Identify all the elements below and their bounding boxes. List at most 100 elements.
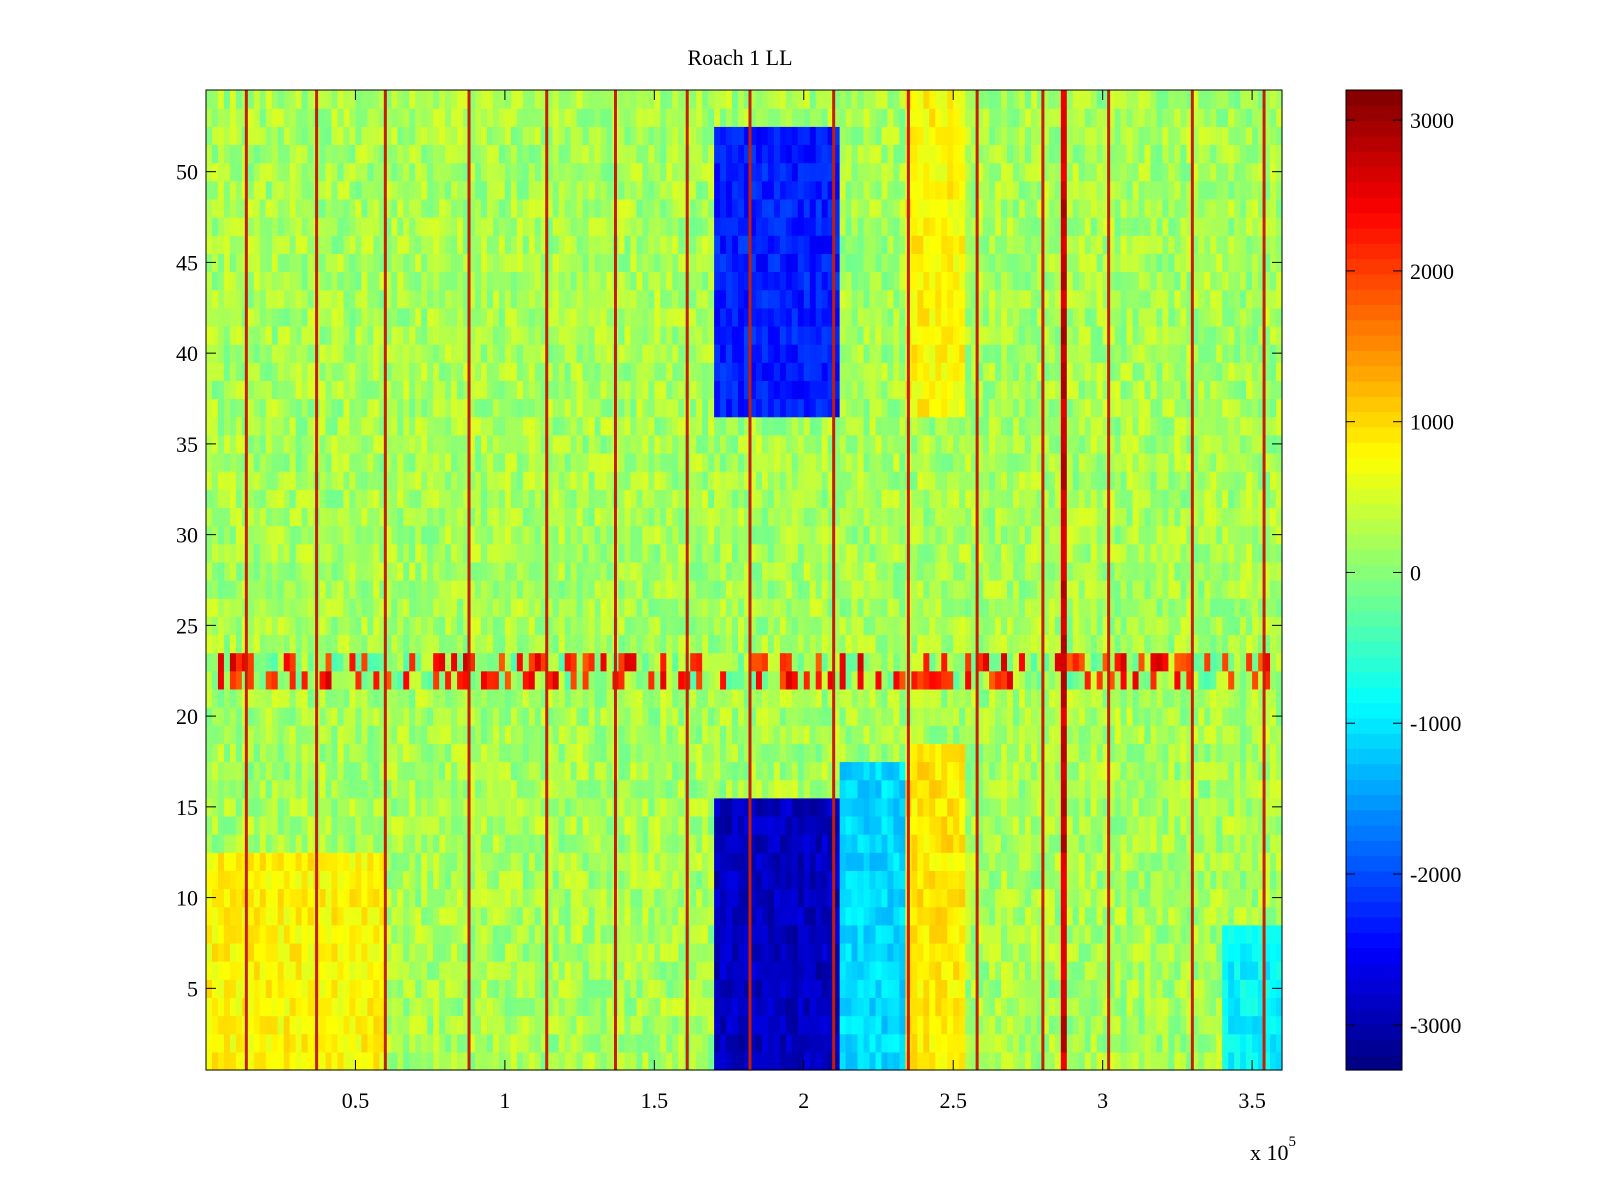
heatmap-cell — [1168, 1033, 1175, 1053]
heatmap-cell — [666, 580, 673, 599]
heatmap-cell — [720, 961, 727, 980]
heatmap-cell — [355, 725, 363, 744]
heatmap-cell — [1007, 598, 1014, 617]
heatmap-cell — [355, 870, 363, 890]
heatmap-cell — [223, 580, 231, 599]
heatmap-cell — [1252, 688, 1259, 708]
heatmap-cell — [1120, 942, 1128, 962]
heatmap-cell — [385, 670, 392, 690]
heatmap-cell — [349, 888, 357, 908]
heatmap-cell — [977, 1015, 984, 1035]
heatmap-cell — [797, 852, 805, 871]
heatmap-cell — [1234, 1033, 1241, 1053]
heatmap-cell — [235, 725, 243, 744]
heatmap-cell — [642, 888, 649, 908]
heatmap-cell — [732, 888, 739, 908]
heatmap-cell — [1001, 1015, 1008, 1035]
heatmap-cell — [881, 652, 889, 672]
heatmap-cell — [744, 1033, 751, 1053]
heatmap-cell — [564, 997, 572, 1017]
heatmap-cell — [827, 834, 835, 853]
heatmap-cell — [277, 1015, 285, 1035]
heatmap-cell — [1156, 779, 1164, 799]
heatmap-cell — [1270, 852, 1277, 871]
heatmap-cell — [917, 906, 924, 926]
heatmap-cell — [528, 852, 536, 871]
heatmap-cell — [528, 979, 536, 999]
heatmap-cell — [773, 561, 781, 581]
heatmap-cell — [749, 616, 757, 636]
heatmap-cell — [1013, 707, 1020, 726]
heatmap-cell — [343, 688, 351, 708]
heatmap-cell — [475, 924, 482, 944]
heatmap-cell — [821, 906, 829, 926]
heatmap-cell — [373, 961, 380, 980]
heatmap-cell — [433, 761, 440, 781]
heatmap-cell — [367, 634, 374, 654]
heatmap-cell — [1258, 670, 1265, 690]
heatmap-cell — [469, 616, 476, 636]
heatmap-cell — [265, 924, 273, 944]
heatmap-cell — [893, 870, 901, 890]
heatmap-cell — [397, 580, 404, 599]
heatmap-cell — [971, 580, 978, 599]
heatmap-cell — [528, 616, 536, 636]
heatmap-cell — [851, 815, 859, 835]
heatmap-cell — [857, 616, 865, 636]
heatmap-cell — [1096, 1015, 1104, 1035]
heatmap-cell — [445, 815, 452, 835]
heatmap-cell — [953, 1015, 960, 1035]
heatmap-cell — [1108, 652, 1116, 672]
heatmap-cell — [319, 961, 327, 980]
heatmap-cell — [373, 979, 380, 999]
heatmap-cell — [361, 652, 368, 672]
heatmap-cell — [702, 797, 709, 817]
heatmap-cell — [504, 797, 512, 817]
heatmap-cell — [1234, 797, 1241, 817]
heatmap-cell — [379, 815, 386, 835]
heatmap-cell — [785, 743, 793, 763]
heatmap-cell — [492, 561, 500, 581]
heatmap-cell — [624, 598, 632, 617]
heatmap-cell — [247, 761, 255, 781]
heatmap-cell — [463, 979, 470, 999]
heatmap-cell — [1132, 598, 1140, 617]
heatmap-cell — [803, 815, 811, 835]
heatmap-cell — [295, 852, 303, 871]
heatmap-cell — [1001, 852, 1008, 871]
heatmap-cell — [588, 725, 596, 744]
heatmap-cell — [504, 997, 512, 1017]
heatmap-cell — [546, 797, 554, 817]
heatmap-cell — [708, 888, 715, 908]
heatmap-cell — [738, 979, 745, 999]
heatmap-cell — [1156, 688, 1164, 708]
heatmap-cell — [1198, 1051, 1205, 1071]
heatmap-cell — [600, 652, 608, 672]
heatmap-cell — [851, 942, 859, 962]
heatmap-cell — [319, 1051, 327, 1071]
heatmap-cell — [552, 707, 560, 726]
heatmap-cell — [959, 779, 966, 799]
heatmap-cell — [749, 997, 757, 1017]
heatmap-cell — [457, 979, 464, 999]
heatmap-cell — [995, 870, 1002, 890]
heatmap-cell — [1024, 797, 1032, 817]
heatmap-cell — [1090, 688, 1098, 708]
heatmap-cell — [660, 870, 667, 890]
heatmap-cell — [1216, 670, 1223, 690]
heatmap-cell — [1126, 616, 1134, 636]
heatmap-cell — [803, 779, 811, 799]
heatmap-cell — [498, 561, 506, 581]
heatmap-cell — [343, 815, 351, 835]
heatmap-cell — [606, 997, 614, 1017]
heatmap-cell — [397, 815, 404, 835]
heatmap-cell — [732, 743, 739, 763]
heatmap-cell — [690, 834, 697, 853]
heatmap-cell — [851, 797, 859, 817]
heatmap-cell — [1007, 815, 1014, 835]
heatmap-cell — [510, 580, 518, 599]
heatmap-cell — [1216, 888, 1223, 908]
heatmap-cell — [415, 1051, 422, 1071]
heatmap-cell — [624, 797, 632, 817]
heatmap-cell — [1054, 1015, 1062, 1035]
